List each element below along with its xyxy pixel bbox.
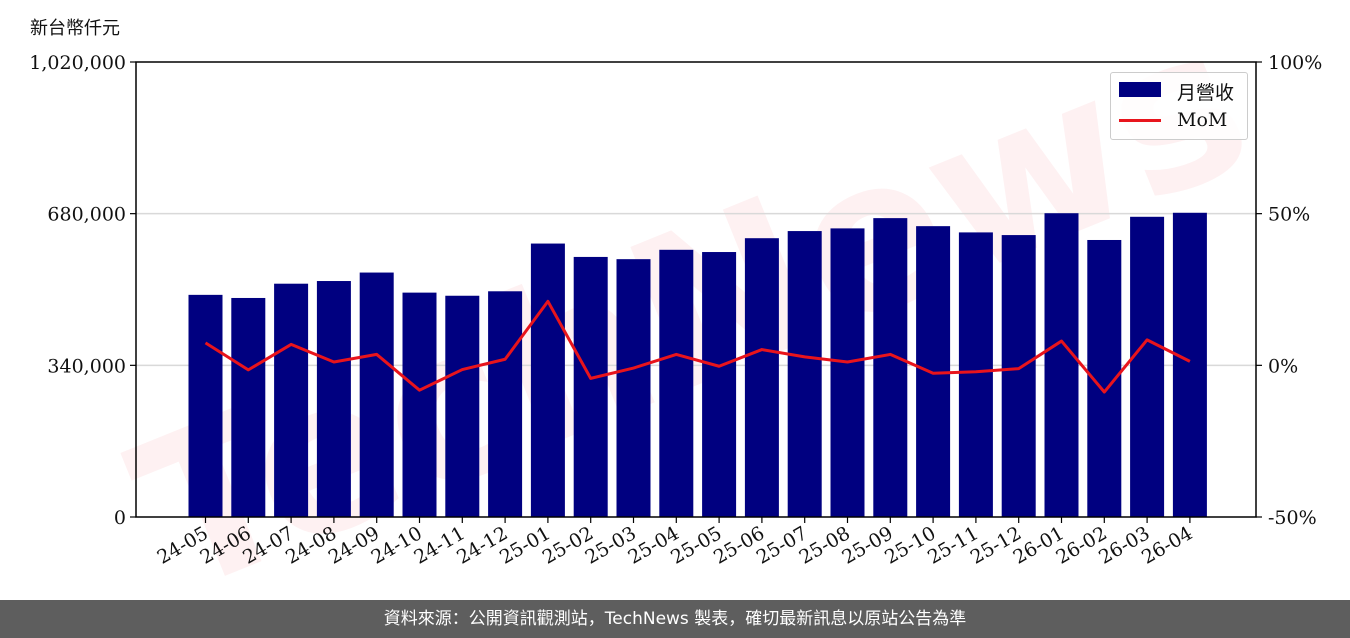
source-footer: 資料來源：公開資訊觀測站，TechNews 製表，確切最新訊息以原站公告為準 bbox=[0, 600, 1350, 638]
bar-25-08 bbox=[830, 228, 865, 517]
mom-line bbox=[204, 299, 1191, 394]
legend-item-revenue: 月營收 bbox=[1111, 76, 1247, 104]
bar-25-05 bbox=[702, 252, 737, 517]
right-tick-label: 50% bbox=[1268, 204, 1310, 226]
bar-24-08 bbox=[316, 281, 351, 517]
legend-label-mom: MoM bbox=[1177, 109, 1228, 131]
bar-24-05 bbox=[188, 294, 223, 517]
bar-24-06 bbox=[231, 297, 266, 517]
right-tick-label: 0% bbox=[1268, 355, 1298, 377]
left-tick-label: 0 bbox=[114, 507, 126, 529]
bar-25-07 bbox=[787, 231, 822, 517]
bar-24-12 bbox=[488, 291, 523, 517]
bar-25-03 bbox=[616, 259, 651, 517]
left-tick-label: 680,000 bbox=[47, 204, 126, 226]
bar-24-09 bbox=[359, 272, 394, 517]
legend-swatch-line bbox=[1119, 119, 1161, 122]
bar-25-09 bbox=[873, 218, 908, 518]
plot-frame bbox=[135, 61, 1257, 518]
legend-label-revenue: 月營收 bbox=[1177, 82, 1235, 104]
bar-26-01 bbox=[1044, 213, 1079, 517]
bar-25-04 bbox=[659, 249, 694, 518]
left-tick-label: 1,020,000 bbox=[29, 52, 126, 74]
bar-24-10 bbox=[402, 292, 437, 517]
bar-24-11 bbox=[445, 295, 480, 517]
bar-26-03 bbox=[1130, 216, 1165, 517]
x-tick-label-26-04: 26-04 bbox=[1138, 522, 1196, 568]
legend-swatch-bar bbox=[1119, 82, 1161, 97]
right-tick-label: -50% bbox=[1268, 507, 1317, 529]
bar-25-12 bbox=[1001, 235, 1036, 517]
bar-25-01 bbox=[530, 243, 565, 517]
left-tick-label: 340,000 bbox=[47, 355, 126, 377]
y-axis-unit-label: 新台幣仟元 bbox=[30, 18, 120, 39]
bar-25-02 bbox=[573, 256, 608, 517]
right-tick-label: 100% bbox=[1268, 52, 1322, 74]
bar-25-11 bbox=[958, 232, 993, 517]
bar-25-06 bbox=[744, 238, 779, 517]
revenue-chart: TechNews0340,000680,0001,020,000-50%0%50… bbox=[29, 0, 1322, 600]
bar-24-07 bbox=[274, 283, 309, 517]
legend-item-mom: MoM bbox=[1111, 107, 1247, 135]
bar-26-04 bbox=[1172, 212, 1207, 517]
chart-legend: 月營收 MoM bbox=[1110, 72, 1248, 140]
